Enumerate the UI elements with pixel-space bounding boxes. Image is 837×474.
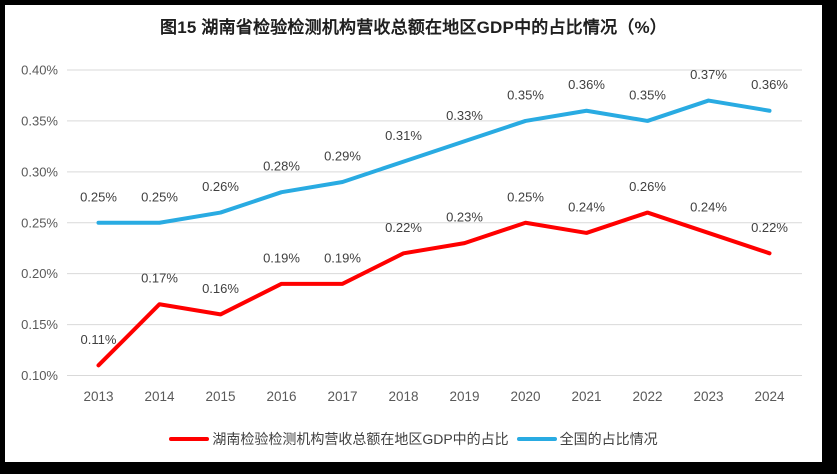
- legend-swatch-national-line: [516, 437, 557, 441]
- data-label: 0.35%: [507, 87, 544, 102]
- data-label: 0.24%: [568, 199, 605, 214]
- y-tick-label: 0.35%: [21, 113, 58, 128]
- y-tick-label: 0.10%: [21, 368, 58, 383]
- data-label: 0.26%: [202, 179, 239, 194]
- legend-item-national: 全国的占比情况: [516, 429, 658, 449]
- data-label: 0.26%: [629, 179, 666, 194]
- x-tick-label: 2020: [510, 389, 540, 404]
- data-label: 0.31%: [385, 128, 422, 143]
- data-label: 0.33%: [446, 108, 483, 123]
- x-tick-label: 2018: [388, 389, 418, 404]
- x-tick-label: 2014: [144, 389, 175, 404]
- data-label: 0.19%: [263, 250, 300, 265]
- y-tick-label: 0.25%: [21, 215, 58, 230]
- y-tick-label: 0.30%: [21, 164, 58, 179]
- legend-label-hunan: 湖南检验检测机构营收总额在地区GDP中的占比: [212, 431, 509, 447]
- data-label: 0.35%: [629, 87, 666, 102]
- data-label: 0.29%: [324, 149, 361, 164]
- x-tick-label: 2017: [327, 389, 357, 404]
- chart-title: 图15 湖南省检验检测机构营收总额在地区GDP中的占比情况（%）: [160, 18, 667, 37]
- x-tick-label: 2021: [571, 389, 601, 404]
- data-label: 0.11%: [81, 332, 117, 347]
- chart-plot: 0.40% 0.35% 0.30% 0.25% 0.20% 0.15% 0.10% 2013 2…: [21, 63, 802, 404]
- y-tick-label: 0.15%: [21, 317, 58, 332]
- x-tick-label: 2016: [266, 389, 296, 404]
- x-tick-label: 2022: [632, 389, 662, 404]
- series-line-0: [96, 210, 772, 368]
- data-label: 0.28%: [263, 159, 300, 174]
- x-tick-label: 2015: [205, 389, 235, 404]
- chart-legend: 湖南检验检测机构营收总额在地区GDP中的占比 全国的占比情况: [5, 429, 822, 449]
- data-label: 0.22%: [385, 220, 422, 235]
- x-tick-label: 2024: [754, 389, 785, 404]
- data-label: 0.25%: [507, 189, 544, 204]
- data-label: 0.25%: [80, 189, 117, 204]
- chart-frame: 图15 湖南省检验检测机构营收总额在地区GDP中的占比情况（%） 0.40% 0.…: [5, 5, 822, 462]
- legend-swatch-hunan-line: [169, 437, 210, 441]
- x-tick-label: 2019: [449, 389, 479, 404]
- legend-label-national: 全国的占比情况: [559, 431, 658, 447]
- data-label: 0.37%: [690, 67, 727, 82]
- data-label: 0.17%: [141, 271, 178, 286]
- data-label: 0.16%: [202, 281, 239, 296]
- data-label: 0.25%: [141, 189, 178, 204]
- data-label: 0.36%: [751, 77, 788, 92]
- data-label: 0.19%: [324, 250, 361, 265]
- x-tick-label: 2023: [693, 389, 723, 404]
- series-line-1: [96, 98, 772, 225]
- data-label: 0.24%: [690, 199, 727, 214]
- y-tick-label: 0.40%: [21, 63, 58, 78]
- data-label: 0.22%: [751, 220, 788, 235]
- data-label: 0.36%: [568, 77, 605, 92]
- y-tick-label: 0.20%: [21, 266, 58, 281]
- data-label: 0.23%: [446, 210, 483, 225]
- x-tick-label: 2013: [83, 389, 113, 404]
- legend-item-hunan: 湖南检验检测机构营收总额在地区GDP中的占比: [169, 429, 509, 449]
